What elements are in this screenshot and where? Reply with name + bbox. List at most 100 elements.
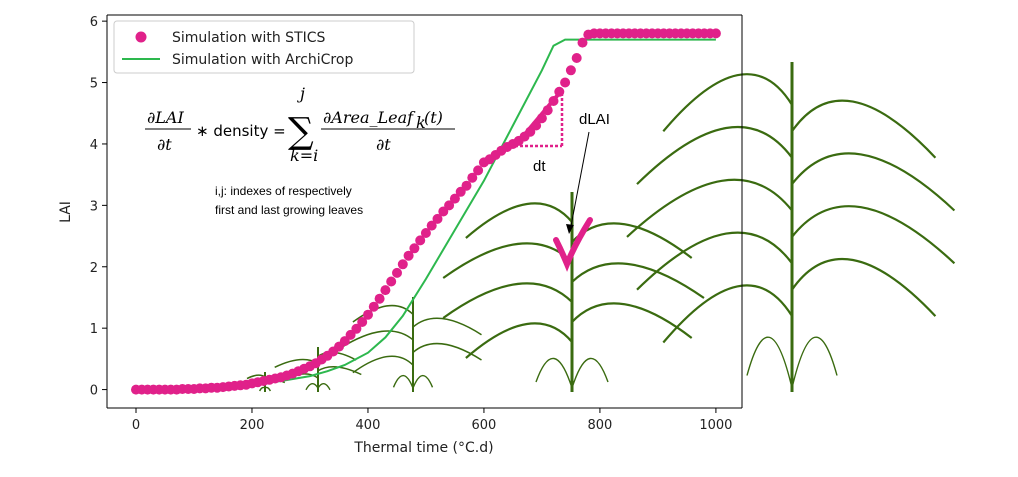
plant-leaf bbox=[571, 302, 693, 339]
plant-basal-leaf bbox=[571, 357, 609, 389]
x-tick-label: 400 bbox=[356, 418, 381, 433]
stics-point bbox=[565, 65, 576, 76]
plant-leaf bbox=[317, 366, 362, 376]
eq-lhs-denominator: ∂t bbox=[157, 135, 172, 154]
stics-point bbox=[415, 235, 426, 246]
y-tick-label: 1 bbox=[90, 322, 98, 337]
y-tick-label: 5 bbox=[90, 77, 98, 92]
stics-point bbox=[386, 276, 397, 287]
eq-rhs-argument: (t) bbox=[424, 108, 443, 127]
plant-basal-leaf bbox=[535, 357, 573, 389]
plant-basal-leaf bbox=[264, 386, 272, 392]
dlai-label: dLAI bbox=[579, 111, 610, 128]
dlai-arrowhead bbox=[566, 224, 574, 234]
plant-leaf bbox=[571, 222, 693, 259]
lai-equation: ∂LAI ∂t ∗ density = j ∑ k=i ∂Area_Leaf k… bbox=[145, 84, 455, 217]
y-ticks: 0 1 2 3 4 5 6 bbox=[90, 15, 107, 399]
plant-leaf bbox=[791, 205, 956, 265]
legend-label-stics: Simulation with STICS bbox=[172, 30, 326, 46]
legend-box bbox=[113, 20, 415, 74]
stics-point bbox=[473, 165, 484, 176]
stics-point bbox=[449, 193, 460, 204]
stics-point bbox=[397, 259, 408, 270]
dt-label: dt bbox=[533, 158, 546, 175]
plant-basal-leaf bbox=[746, 336, 793, 389]
plant-basal-leaf bbox=[392, 374, 414, 389]
x-ticks: 0 200 400 600 800 1000 bbox=[132, 408, 732, 433]
plant-leaf bbox=[626, 178, 793, 238]
maize-plant bbox=[626, 62, 956, 392]
plant-basal-leaf bbox=[305, 383, 319, 391]
y-tick-label: 3 bbox=[90, 199, 98, 214]
plant-leaf bbox=[341, 330, 414, 349]
plant-leaf bbox=[791, 152, 956, 212]
indexes-note-line1: i,j: indexes of respectively bbox=[215, 184, 352, 198]
maize-plant bbox=[274, 347, 362, 392]
stics-point bbox=[357, 317, 368, 327]
stics-series bbox=[131, 28, 721, 395]
stics-point bbox=[409, 243, 420, 254]
plant-leaf bbox=[465, 202, 573, 239]
plant-basal-leaf bbox=[791, 336, 838, 389]
eq-lhs-numerator: ∂LAI bbox=[147, 108, 184, 127]
plant-leaf bbox=[662, 73, 793, 133]
stics-point bbox=[710, 28, 721, 39]
stics-point bbox=[467, 172, 478, 183]
stics-point bbox=[363, 309, 373, 320]
plant-leaf bbox=[636, 125, 793, 185]
stics-point bbox=[577, 37, 588, 48]
growing-leaf-highlight bbox=[553, 217, 593, 272]
stics-point bbox=[368, 301, 379, 312]
derivative-annotation: dt dLAI bbox=[513, 88, 610, 272]
plant-leaf bbox=[412, 342, 482, 361]
x-tick-label: 600 bbox=[472, 418, 497, 433]
stics-point bbox=[374, 293, 385, 304]
plant-leaf bbox=[352, 355, 414, 374]
y-tick-label: 0 bbox=[90, 384, 98, 399]
x-tick-label: 0 bbox=[132, 418, 140, 433]
plant-basal-leaf bbox=[317, 383, 331, 391]
x-axis-label: Thermal time (°C.d) bbox=[353, 440, 493, 456]
eq-rhs-subscript: k bbox=[416, 113, 426, 132]
maize-plant bbox=[442, 192, 705, 392]
plant-leaf bbox=[442, 242, 573, 279]
stics-point bbox=[571, 53, 582, 63]
x-tick-label: 1000 bbox=[699, 418, 732, 433]
plant-leaf bbox=[791, 257, 937, 317]
stics-point bbox=[392, 267, 402, 278]
y-tick-label: 4 bbox=[90, 138, 98, 153]
stics-point bbox=[426, 220, 437, 231]
stics-point bbox=[351, 323, 362, 334]
legend: Simulation with STICS Simulation with Ar… bbox=[113, 20, 415, 74]
eq-sum-lower: k=i bbox=[290, 146, 318, 165]
plant-leaf bbox=[791, 99, 937, 159]
eq-rhs-numerator: ∂Area_Leaf bbox=[323, 108, 416, 127]
legend-marker-stics bbox=[135, 31, 147, 43]
dlai-arrow bbox=[570, 131, 590, 227]
stics-point bbox=[444, 200, 455, 211]
stics-point bbox=[380, 285, 391, 296]
tangent-line bbox=[513, 88, 564, 148]
stics-point bbox=[432, 213, 443, 224]
stics-point bbox=[461, 180, 472, 191]
y-axis-label: LAI bbox=[58, 201, 74, 223]
plant-basal-leaf bbox=[258, 386, 266, 392]
stics-point bbox=[560, 77, 571, 88]
plant-leaf bbox=[442, 282, 573, 319]
y-tick-label: 6 bbox=[90, 15, 98, 30]
stics-point bbox=[403, 250, 414, 261]
plant-leaf bbox=[571, 262, 705, 299]
eq-times-density: ∗ density = bbox=[196, 122, 286, 140]
eq-rhs-denominator: ∂t bbox=[376, 135, 391, 154]
legend-label-archicrop: Simulation with ArchiCrop bbox=[172, 52, 353, 68]
plant-leaf bbox=[662, 284, 793, 344]
stics-point bbox=[420, 228, 431, 238]
eq-sum-sign: ∑ bbox=[288, 111, 314, 152]
axes-frame bbox=[106, 14, 743, 409]
plant-leaf bbox=[352, 304, 414, 323]
eq-sum-upper: j bbox=[297, 84, 305, 103]
plant-leaf bbox=[412, 317, 482, 336]
y-tick-label: 2 bbox=[90, 261, 98, 276]
x-tick-label: 200 bbox=[240, 418, 265, 433]
